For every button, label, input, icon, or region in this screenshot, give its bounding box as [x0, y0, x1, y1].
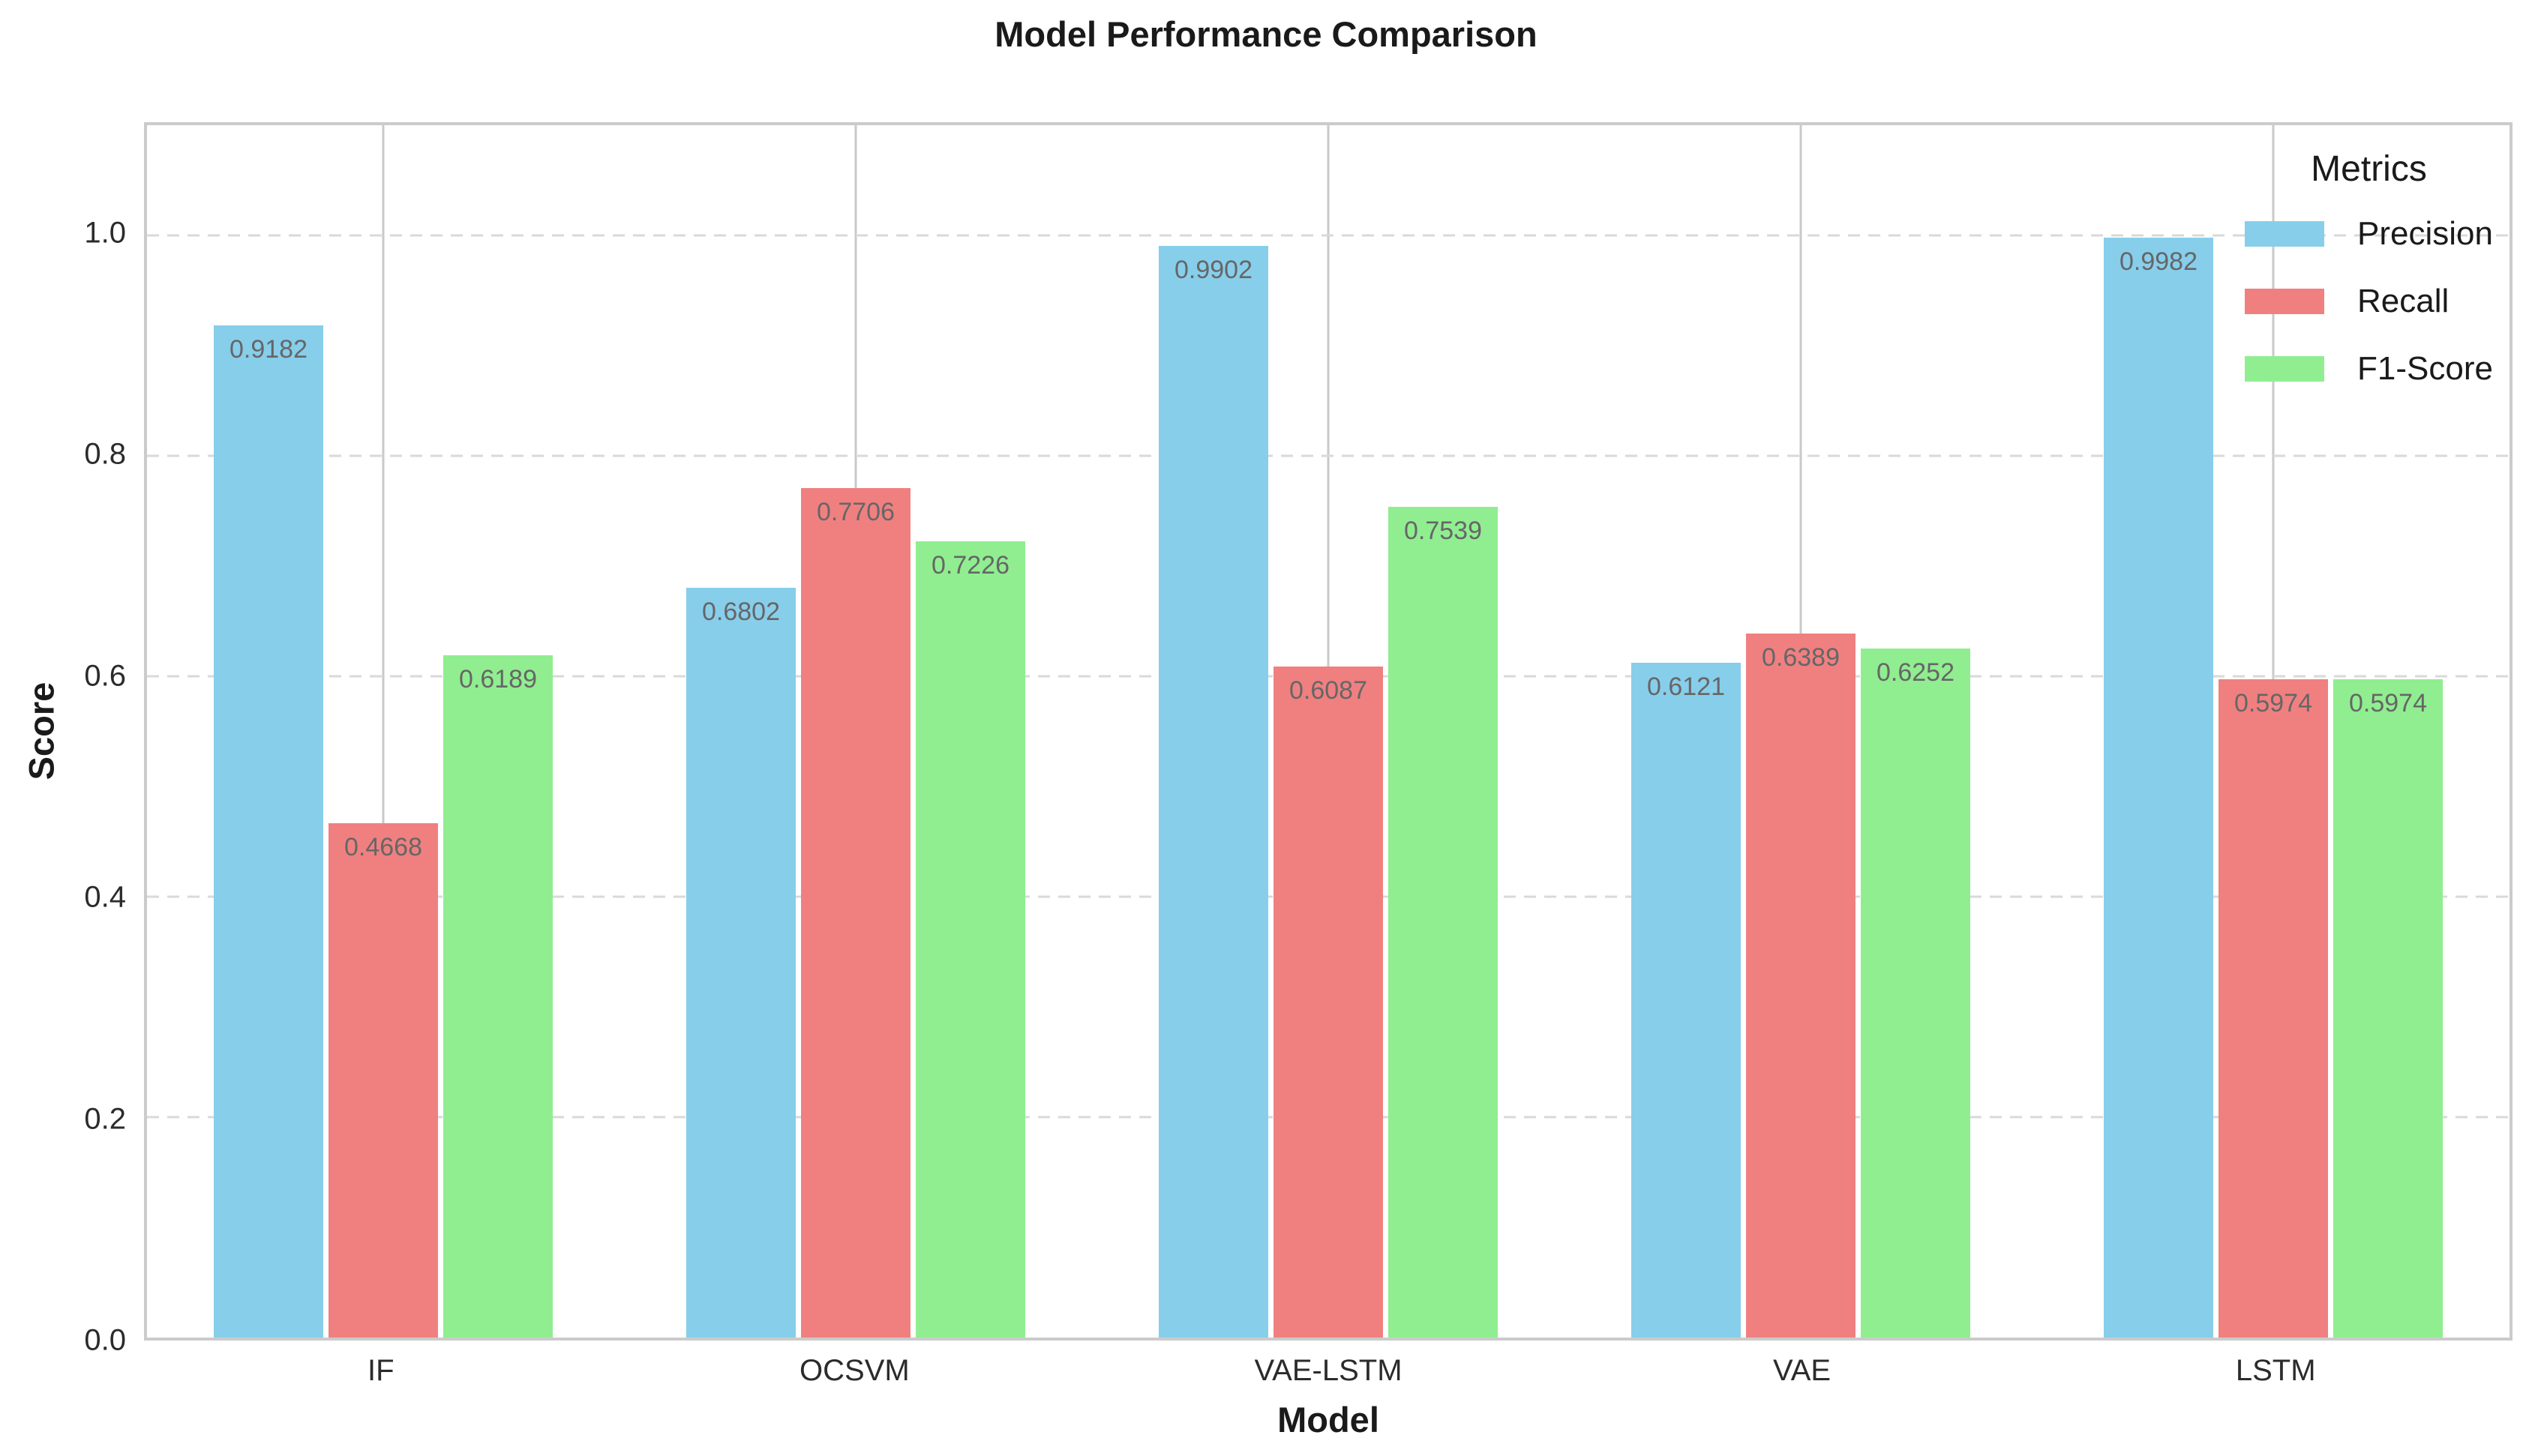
bar-f1-score-ocsvm: 0.7226	[916, 541, 1025, 1338]
bar-value-label: 0.5974	[2234, 688, 2312, 718]
bar-f1-score-vae-lstm: 0.7539	[1388, 506, 1498, 1338]
bar-value-label: 0.5974	[2349, 688, 2427, 718]
legend-swatch	[2245, 356, 2325, 382]
bar-value-label: 0.6121	[1647, 673, 1725, 702]
bar-f1-score-if: 0.6189	[443, 655, 553, 1338]
legend-swatch	[2245, 221, 2325, 247]
bar-value-label: 0.6189	[459, 665, 537, 694]
bar-recall-lstm: 0.5974	[2218, 679, 2328, 1338]
bar-recall-if: 0.4668	[328, 822, 438, 1338]
bar-value-label: 0.6087	[1289, 676, 1367, 706]
legend-entries: Precision Recall F1-Score	[2245, 215, 2493, 388]
y-tick-label: 0.0	[84, 1323, 126, 1357]
bar-value-label: 0.6252	[1876, 658, 1954, 687]
bar-precision-ocsvm: 0.6802	[686, 588, 796, 1338]
y-axis-ticks: 0.0 0.2 0.4 0.6 0.8 1.0	[0, 122, 126, 1356]
x-tick-label: VAE-LSTM	[1254, 1354, 1402, 1387]
gridline-horizontal	[147, 454, 2510, 457]
legend-entry-precision: Precision	[2245, 215, 2493, 253]
bar-value-label: 0.6389	[1762, 643, 1840, 672]
legend-entry-label: Precision	[2357, 215, 2493, 252]
bar-value-label: 0.7539	[1404, 516, 1482, 545]
legend-entry-recall: Recall	[2245, 283, 2493, 320]
legend: Metrics Precision Recall F1-Score	[2245, 148, 2493, 388]
bar-value-label: 0.7226	[932, 550, 1010, 580]
bar-group-ocsvm: 0.6802 0.7706 0.7226	[620, 125, 1092, 1338]
bar-value-label: 0.9902	[1174, 256, 1252, 285]
bar-f1-score-vae: 0.6252	[1861, 648, 1970, 1338]
bar-f1-score-lstm: 0.5974	[2333, 679, 2443, 1338]
gridline-vertical	[382, 125, 385, 1338]
x-tick-label: VAE	[1773, 1354, 1832, 1387]
legend-swatch	[2245, 289, 2325, 314]
bar-value-label: 0.9982	[2120, 247, 2198, 276]
bar-group-if: 0.9182 0.4668 0.6189	[147, 125, 620, 1338]
y-tick-label: 0.2	[84, 1102, 126, 1136]
bar-precision-if: 0.9182	[214, 325, 323, 1338]
bar-recall-ocsvm: 0.7706	[801, 488, 910, 1338]
bar-group-vae-lstm: 0.9902 0.6087 0.7539	[1092, 125, 1564, 1338]
bar-precision-vae-lstm: 0.9902	[1159, 246, 1268, 1338]
y-tick-label: 0.8	[84, 437, 126, 471]
plot-area: 0.9182 0.4668 0.6189 0.6802 0.7706 0.7226 0.99…	[144, 122, 2512, 1341]
bar-group-vae: 0.6121 0.6389 0.6252	[1564, 125, 2037, 1338]
chart-title: Model Performance Comparison	[994, 14, 1538, 54]
x-axis-label: Model	[1277, 1400, 1379, 1440]
legend-entry-label: Recall	[2357, 283, 2450, 319]
y-tick-label: 0.6	[84, 659, 126, 693]
bar-recall-vae-lstm: 0.6087	[1274, 667, 1383, 1338]
legend-entry-f1-score: F1-Score	[2245, 350, 2493, 388]
bar-value-label: 0.7706	[817, 498, 895, 527]
y-tick-label: 0.4	[84, 880, 126, 914]
bar-precision-vae: 0.6121	[1631, 663, 1741, 1338]
x-axis-ticks: IF OCSVM VAE-LSTM VAE LSTM	[144, 1354, 2512, 1388]
legend-entry-label: F1-Score	[2357, 350, 2493, 387]
bar-value-label: 0.6802	[702, 598, 780, 627]
x-tick-label: OCSVM	[800, 1354, 910, 1387]
bar-groups: 0.9182 0.4668 0.6189 0.6802 0.7706 0.7226 0.99…	[147, 125, 2510, 1338]
legend-title: Metrics	[2311, 149, 2427, 189]
bar-recall-vae: 0.6389	[1746, 633, 1856, 1338]
gridline-horizontal	[147, 234, 2510, 237]
bar-value-label: 0.4668	[344, 832, 422, 861]
x-tick-label: LSTM	[2235, 1354, 2316, 1387]
x-tick-label: IF	[368, 1354, 394, 1387]
y-tick-label: 1.0	[84, 216, 126, 250]
bar-group-lstm: 0.9982 0.5974 0.5974	[2037, 125, 2510, 1338]
bar-precision-lstm: 0.9982	[2104, 237, 2213, 1338]
bar-value-label: 0.9182	[230, 335, 308, 364]
